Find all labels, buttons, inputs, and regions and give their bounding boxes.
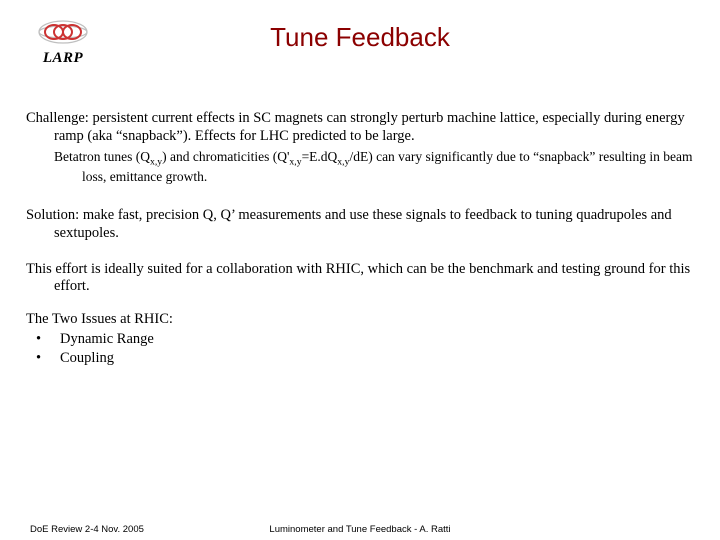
issues-title: The Two Issues at RHIC: bbox=[26, 310, 694, 330]
challenge-text: persistent current effects in SC magnets… bbox=[54, 110, 685, 144]
effort-paragraph: This effort is ideally suited for a coll… bbox=[26, 261, 694, 296]
issue-1-text: Dynamic Range bbox=[60, 331, 154, 347]
solution-text: make fast, precision Q, Q’ measurements … bbox=[54, 207, 672, 241]
slide-content: Challenge: persistent current effects in… bbox=[26, 110, 694, 369]
challenge-paragraph: Challenge: persistent current effects in… bbox=[26, 110, 694, 145]
solution-lead: Solution: bbox=[26, 207, 79, 223]
bullet-icon: • bbox=[36, 330, 60, 350]
bullet-icon: • bbox=[36, 349, 60, 369]
solution-paragraph: Solution: make fast, precision Q, Q’ mea… bbox=[26, 207, 694, 242]
issue-2-text: Coupling bbox=[60, 350, 114, 366]
page-title: Tune Feedback bbox=[0, 22, 720, 53]
issues-block: The Two Issues at RHIC: •Dynamic Range •… bbox=[26, 310, 694, 369]
footer-center: Luminometer and Tune Feedback - A. Ratti bbox=[0, 524, 720, 535]
issue-bullet-1: •Dynamic Range bbox=[26, 330, 694, 350]
challenge-sub-paragraph: Betatron tunes (Qx,y) and chromaticities… bbox=[26, 149, 694, 185]
issue-bullet-2: •Coupling bbox=[26, 349, 694, 369]
challenge-lead: Challenge: bbox=[26, 110, 89, 126]
